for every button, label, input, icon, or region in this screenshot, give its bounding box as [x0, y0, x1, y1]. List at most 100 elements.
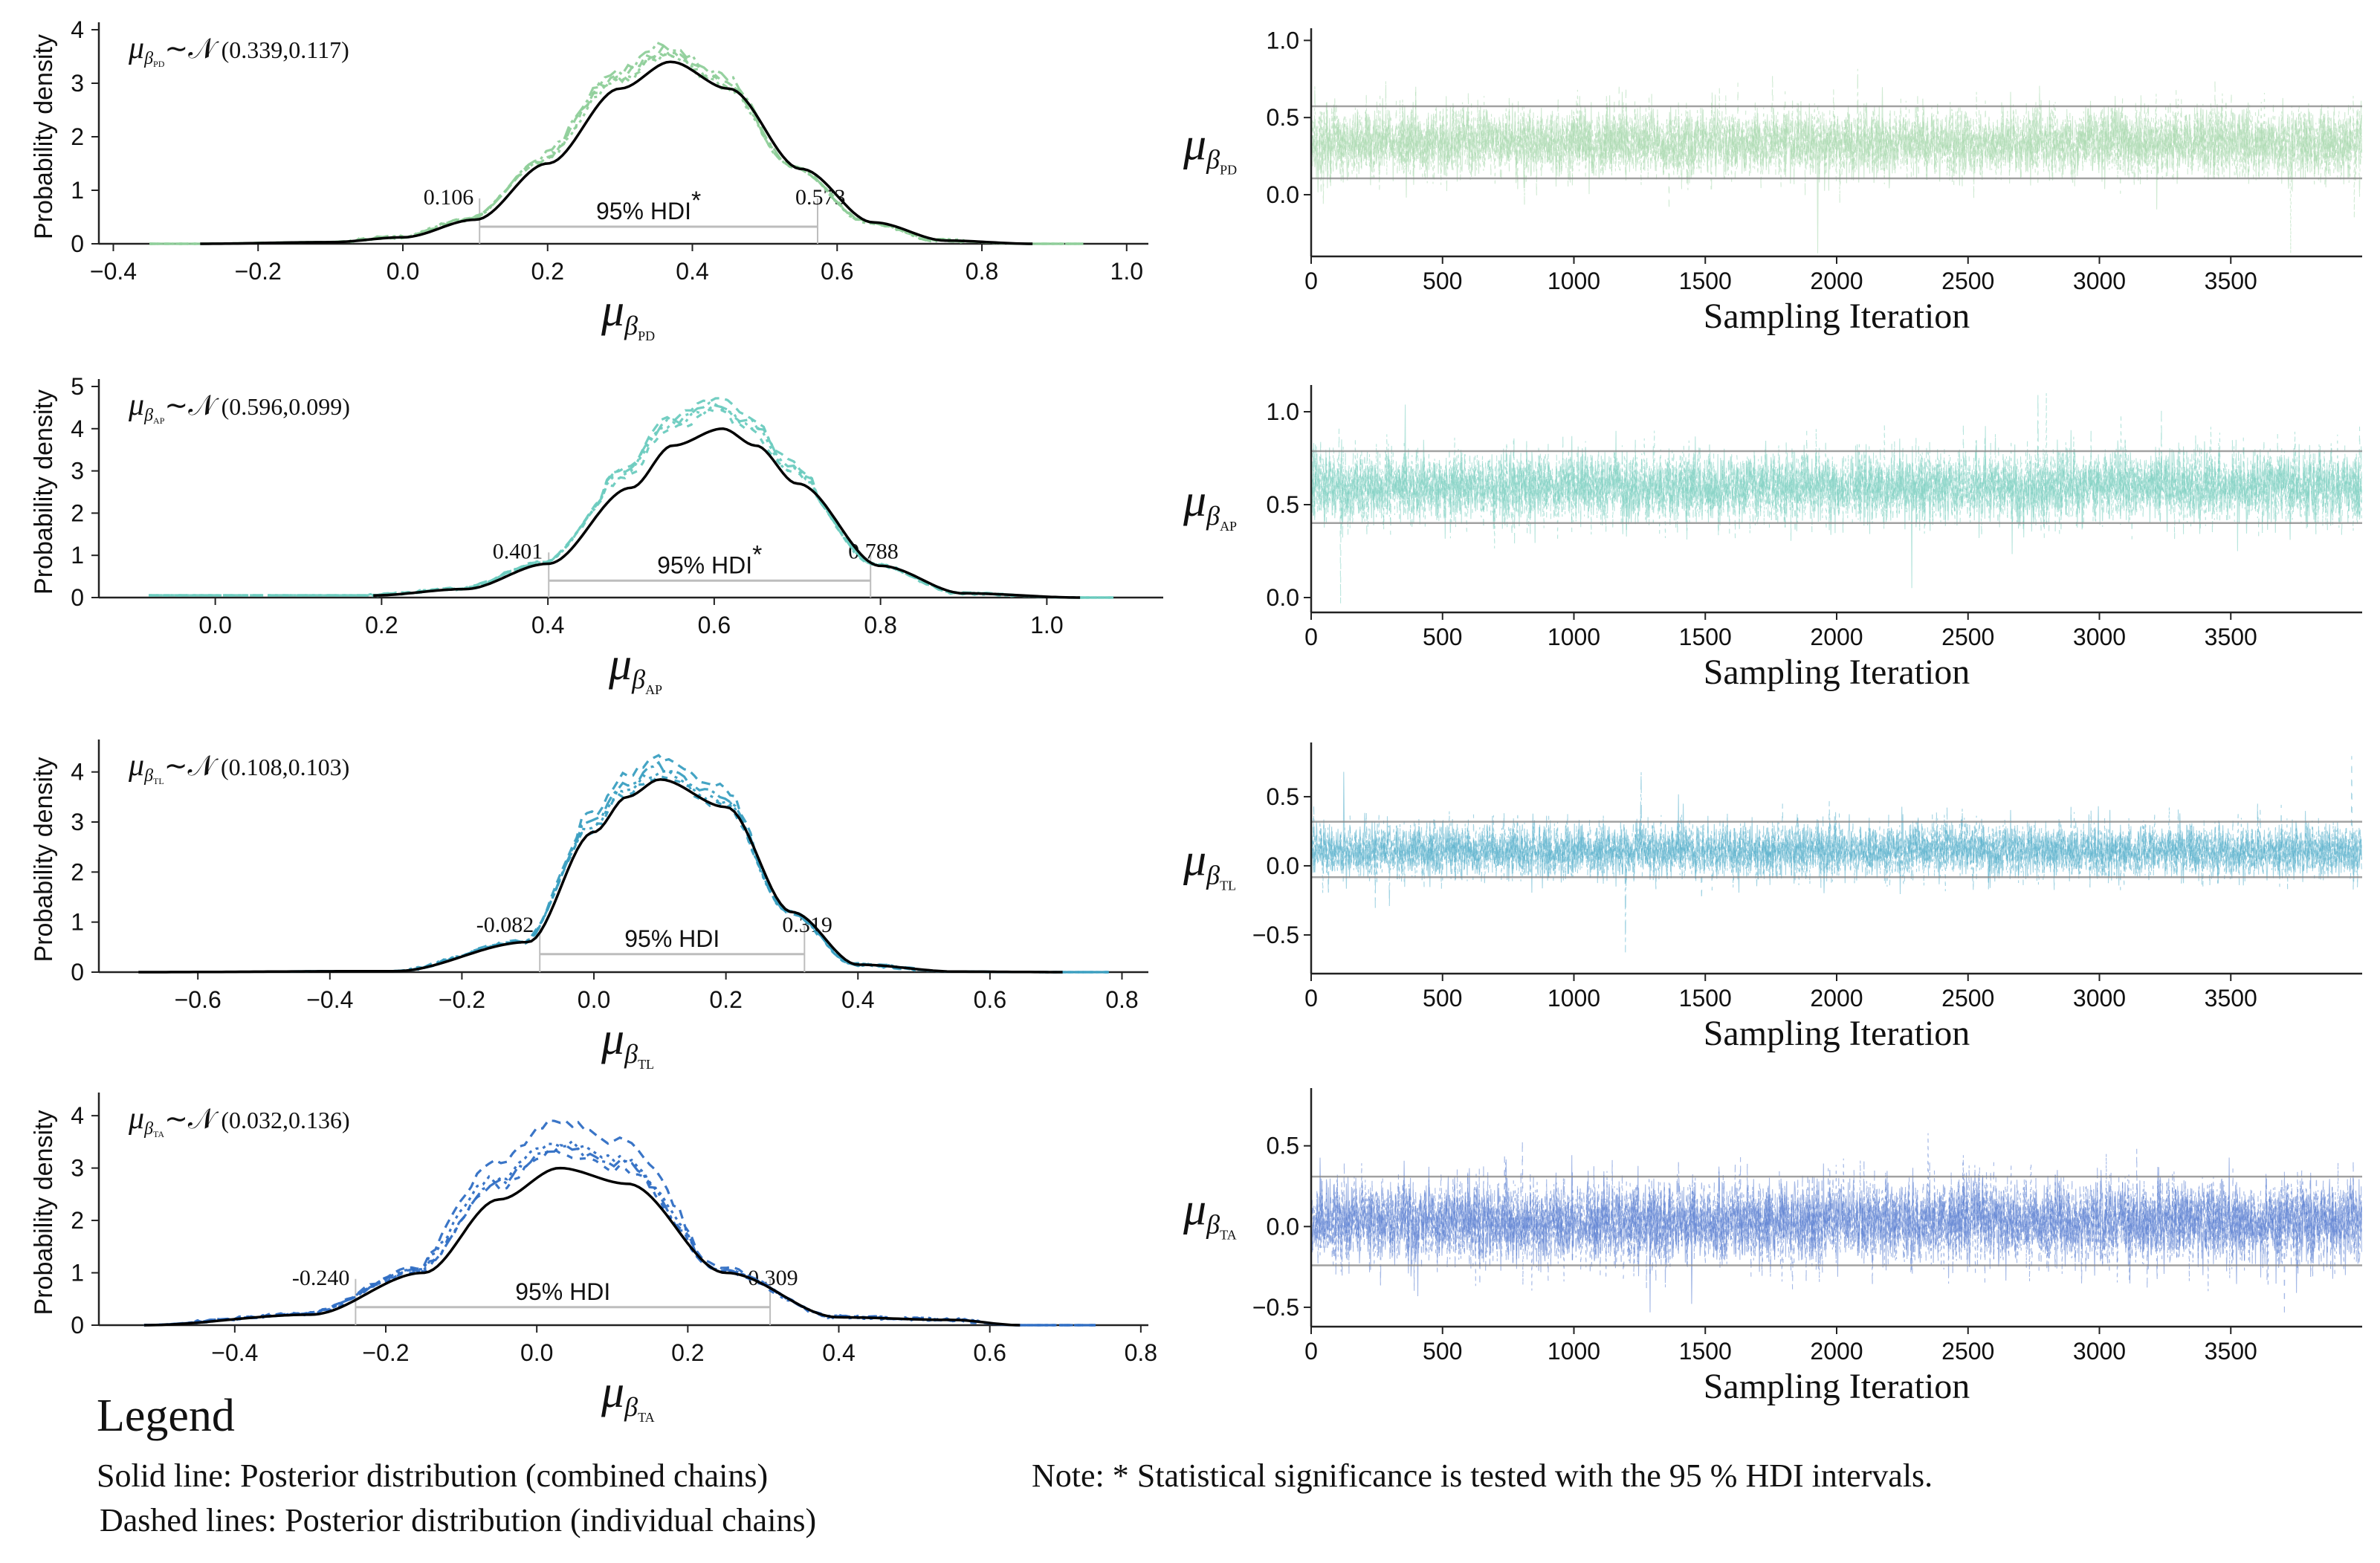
x-tick-label: 1000	[1548, 624, 1600, 650]
trace-chart-tl: −0.5 0.0 0.5 0 500 1000 1500 2000 2500 3000 3500 Sa…	[1183, 742, 2362, 1053]
x-tick-label: 0.2	[709, 986, 742, 1013]
legend-note: Note: * Statistical significance is test…	[1032, 1457, 1933, 1494]
combined-density-line	[200, 60, 1033, 245]
x-axis-label: Sampling Iteration	[1704, 653, 1970, 692]
chain-density-line	[149, 397, 1113, 599]
y-tick-label: 0.5	[1267, 104, 1299, 131]
chain-density-line	[149, 408, 1113, 599]
x-axis-label: μβAP	[608, 639, 662, 697]
x-tick-label: 2500	[1941, 1338, 1994, 1365]
y-axis-label: μβPD	[1183, 120, 1237, 178]
y-tick-label: −0.5	[1252, 1294, 1299, 1321]
y-axis-label: Probability density	[30, 389, 58, 595]
y-tick-label: 5	[71, 373, 84, 400]
x-tick-label: 500	[1423, 985, 1462, 1012]
distribution-annotation: μβAP∼𝒩 (0.596,0.099)	[128, 388, 350, 426]
x-tick-label: −0.4	[306, 986, 353, 1013]
trace-chart-ap: 0.0 0.5 1.0 0 500 1000 1500 2000 2500 3000 3500 Sam…	[1183, 385, 2362, 692]
x-tick-label: 0	[1304, 985, 1318, 1012]
y-tick-label: 0.0	[1267, 1213, 1299, 1240]
x-tick-label: 500	[1423, 1338, 1462, 1365]
chain-trace-line	[1310, 74, 2362, 210]
x-axis-label: Sampling Iteration	[1704, 297, 1970, 336]
x-tick-label: 1500	[1679, 1338, 1732, 1365]
legend-solid-line: Solid line: Posterior distribution (comb…	[97, 1457, 769, 1494]
chain-density-line	[149, 50, 1084, 245]
y-axis-label: Probability density	[30, 757, 58, 962]
x-axis-label: Sampling Iteration	[1704, 1367, 1970, 1406]
x-axis-label: μβPD	[601, 285, 655, 343]
y-tick-label: 1.0	[1267, 27, 1299, 54]
y-tick-label: 0	[71, 959, 84, 986]
y-axis-label: μβAP	[1183, 476, 1237, 534]
y-tick-label: 0.0	[1267, 584, 1299, 611]
x-tick-label: 3500	[2205, 1338, 2257, 1365]
y-tick-label: 0	[71, 584, 84, 611]
x-tick-label: −0.2	[235, 258, 282, 285]
trace-plot-area-tl_trace: −0.5 0.0 0.5 0 500 1000 1500 2000 2500 3000 3500 Sa…	[1183, 742, 2362, 1053]
distribution-annotation: μβPD∼𝒩 (0.339,0.117)	[128, 31, 349, 69]
y-tick-label: 1	[71, 177, 84, 204]
y-tick-label: 0.0	[1267, 181, 1299, 208]
x-tick-label: 1500	[1679, 985, 1732, 1012]
x-tick-label: 2000	[1810, 624, 1863, 650]
trace-plot-area-ap_trace: 0.0 0.5 1.0 0 500 1000 1500 2000 2500 3000 3500 Sam…	[1183, 385, 2362, 692]
y-tick-label: 4	[71, 1102, 84, 1129]
chain-density-line	[149, 401, 1113, 599]
y-tick-label: 1.0	[1267, 398, 1299, 425]
density-chart-ap: 0 1 2 3 4 5 0.0 0.2 0.4 0.6 0.8 1.0 Probability dens…	[30, 373, 1163, 697]
y-tick-label: 0	[71, 1312, 84, 1339]
y-tick-label: 1	[71, 909, 84, 936]
y-tick-label: 4	[71, 16, 84, 43]
chain-trace-line	[1310, 87, 2362, 253]
x-tick-label: 0.4	[822, 1339, 855, 1366]
combined-density-line	[373, 427, 1081, 599]
chain-trace-line	[1310, 404, 2362, 589]
y-axis-label: Probability density	[30, 1110, 58, 1316]
y-tick-label: 4	[71, 759, 84, 786]
x-tick-label: 2000	[1810, 1338, 1863, 1365]
chain-trace-line	[1310, 807, 2362, 893]
x-tick-label: −0.4	[211, 1339, 258, 1366]
x-tick-label: 0.4	[676, 258, 708, 285]
y-tick-label: 0	[71, 230, 84, 257]
figure-legend: Legend Solid line: Posterior distributio…	[97, 1390, 2289, 1538]
x-tick-label: 3500	[2205, 985, 2257, 1012]
hdi-label: 95% HDI	[624, 925, 720, 952]
hdi-label: 95% HDI	[515, 1278, 610, 1305]
trace-chart-ta: −0.5 0.0 0.5 0 500 1000 1500 2000 2500 3000 3500 Sa…	[1183, 1088, 2362, 1406]
combined-density-line	[143, 1166, 1021, 1327]
x-tick-label: 0.6	[821, 258, 853, 285]
x-tick-label: 0.6	[973, 1339, 1006, 1366]
trace-plot-area-ta_trace: −0.5 0.0 0.5 0 500 1000 1500 2000 2500 3000 3500 Sa…	[1183, 1088, 2362, 1406]
y-tick-label: 2	[71, 1207, 84, 1234]
hdi-label: 95% HDI*	[657, 540, 762, 578]
legend-title: Legend	[97, 1391, 235, 1441]
x-tick-label: 2500	[1941, 268, 1994, 294]
hdi-low-label: 0.401	[493, 539, 543, 563]
x-axis-label: Sampling Iteration	[1704, 1014, 1970, 1053]
x-tick-label: 0	[1304, 1338, 1318, 1365]
x-tick-label: 1000	[1548, 985, 1600, 1012]
x-tick-label: −0.2	[362, 1339, 409, 1366]
y-tick-label: 2	[71, 499, 84, 526]
x-tick-label: 1000	[1548, 268, 1600, 294]
density-chart-tl: 0 1 2 3 4 −0.6 −0.4 −0.2 0.0 0.2 0.4 0.6 0.8 Probabil…	[30, 740, 1148, 1072]
y-tick-label: 3	[71, 70, 84, 97]
x-tick-label: 0.0	[198, 612, 231, 638]
hdi-low-label: -0.082	[476, 913, 534, 937]
chain-trace-line	[1310, 756, 2362, 900]
x-tick-label: 0.0	[578, 986, 610, 1013]
y-tick-label: 2	[71, 858, 84, 885]
x-tick-label: 2000	[1810, 268, 1863, 294]
density-chart-pd: 0 1 2 3 4 −0.4 −0.2 0.0 0.2 0.4 0.6 0.8 1.0 Probabili…	[30, 16, 1148, 343]
x-tick-label: 1000	[1548, 1338, 1600, 1365]
chain-trace-line	[1310, 1140, 2362, 1316]
x-tick-label: −0.2	[439, 986, 485, 1013]
x-tick-label: 0	[1304, 624, 1318, 650]
trace-plot-area-pd_trace: 0.0 0.5 1.0 0 500 1000 1500 2000 2500 3000 3500 Sam…	[1183, 27, 2362, 336]
x-tick-label: 3500	[2205, 268, 2257, 294]
y-tick-label: 0.5	[1267, 491, 1299, 518]
x-tick-label: 0.8	[1105, 986, 1138, 1013]
x-tick-label: 0.4	[531, 612, 564, 638]
